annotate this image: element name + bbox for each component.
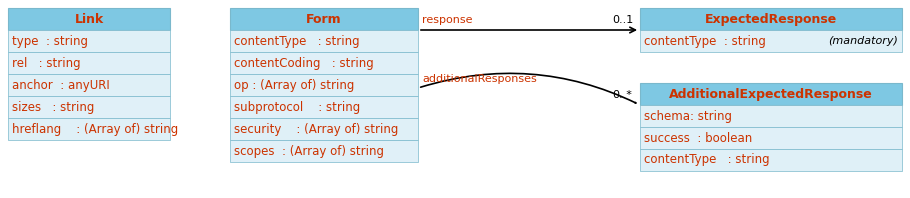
- FancyBboxPatch shape: [8, 74, 170, 96]
- FancyBboxPatch shape: [8, 8, 170, 30]
- Text: contentType   : string: contentType : string: [234, 34, 359, 48]
- FancyBboxPatch shape: [8, 118, 170, 140]
- Text: success  : boolean: success : boolean: [644, 131, 753, 145]
- Text: Form: Form: [306, 12, 342, 26]
- Text: ExpectedResponse: ExpectedResponse: [705, 12, 837, 26]
- Text: hreflang    : (Array of) string: hreflang : (Array of) string: [12, 123, 178, 135]
- FancyBboxPatch shape: [640, 149, 902, 171]
- FancyBboxPatch shape: [230, 96, 418, 118]
- FancyBboxPatch shape: [230, 52, 418, 74]
- Text: schema: string: schema: string: [644, 109, 732, 123]
- FancyBboxPatch shape: [640, 127, 902, 149]
- FancyBboxPatch shape: [640, 8, 902, 30]
- FancyBboxPatch shape: [640, 83, 902, 105]
- Text: AdditionalExpectedResponse: AdditionalExpectedResponse: [669, 88, 873, 101]
- Text: contentCoding   : string: contentCoding : string: [234, 56, 374, 69]
- FancyBboxPatch shape: [640, 105, 902, 127]
- FancyArrowPatch shape: [420, 73, 636, 103]
- FancyBboxPatch shape: [230, 8, 418, 30]
- FancyBboxPatch shape: [8, 96, 170, 118]
- Text: scopes  : (Array of) string: scopes : (Array of) string: [234, 145, 384, 157]
- FancyBboxPatch shape: [8, 30, 170, 52]
- FancyBboxPatch shape: [8, 52, 170, 74]
- Text: contentType   : string: contentType : string: [644, 153, 770, 167]
- Text: 0..*: 0..*: [612, 90, 632, 100]
- Text: rel   : string: rel : string: [12, 56, 81, 69]
- FancyBboxPatch shape: [230, 74, 418, 96]
- Text: op : (Array of) string: op : (Array of) string: [234, 78, 354, 91]
- FancyBboxPatch shape: [230, 30, 418, 52]
- Text: (mandatory): (mandatory): [828, 36, 898, 46]
- Text: additionalResponses: additionalResponses: [422, 74, 537, 84]
- Text: type  : string: type : string: [12, 34, 88, 48]
- Text: 0..1: 0..1: [612, 15, 633, 25]
- Text: sizes   : string: sizes : string: [12, 101, 95, 113]
- Text: contentType  : string: contentType : string: [644, 34, 766, 48]
- Text: anchor  : anyURI: anchor : anyURI: [12, 78, 110, 91]
- Text: subprotocol    : string: subprotocol : string: [234, 101, 360, 113]
- Text: security    : (Array of) string: security : (Array of) string: [234, 123, 399, 135]
- FancyBboxPatch shape: [230, 118, 418, 140]
- Text: response: response: [422, 15, 472, 25]
- FancyBboxPatch shape: [230, 140, 418, 162]
- Text: Link: Link: [75, 12, 104, 26]
- FancyBboxPatch shape: [640, 30, 902, 52]
